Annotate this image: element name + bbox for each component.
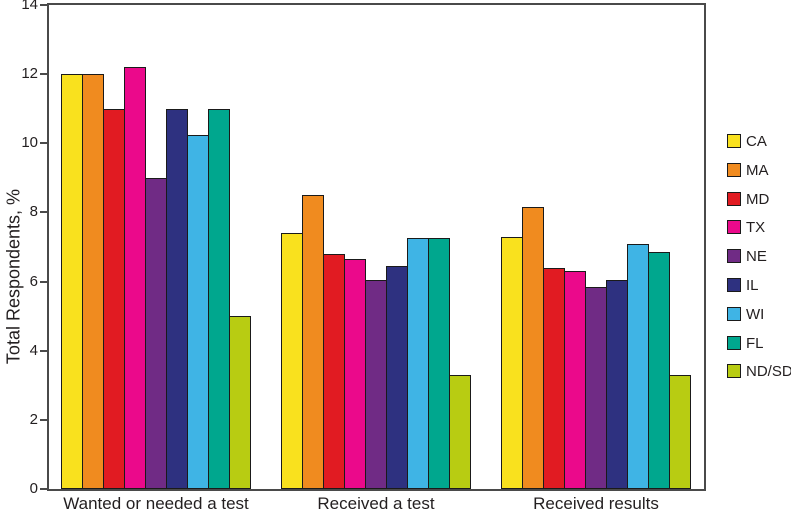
legend-label: MD <box>746 190 770 208</box>
y-tick-label: 14 <box>21 0 38 13</box>
legend-swatch <box>727 278 741 292</box>
legend-label: ND/SD <box>746 362 791 380</box>
y-tick-label: 0 <box>29 480 38 497</box>
legend-item-ma: MA <box>727 161 769 179</box>
x-category-label: Received a test <box>317 494 435 513</box>
legend-label: MA <box>746 161 769 179</box>
bar-ma-0 <box>82 74 104 489</box>
plot-area <box>47 3 706 491</box>
legend-item-tx: TX <box>727 218 766 236</box>
legend-item-wi: WI <box>727 305 765 323</box>
bar-il-1 <box>386 266 408 489</box>
bar-il-2 <box>606 280 628 489</box>
legend-swatch <box>727 249 741 263</box>
bar-tx-0 <box>124 67 146 489</box>
y-tick-mark <box>40 349 47 352</box>
y-tick-label: 10 <box>21 134 38 152</box>
bar-ne-2 <box>585 287 607 489</box>
y-tick-mark <box>40 73 47 76</box>
y-tick-label: 4 <box>29 341 38 359</box>
legend-item-md: MD <box>727 190 770 208</box>
bar-nd-sd-2 <box>669 375 691 489</box>
bar-il-0 <box>166 109 188 489</box>
legend-swatch <box>727 163 741 177</box>
y-tick-mark <box>40 488 47 490</box>
legend-swatch <box>727 307 741 321</box>
y-tick-label: 8 <box>29 203 38 221</box>
y-tick-label: 2 <box>29 410 38 428</box>
legend-swatch <box>727 336 741 350</box>
legend-label: IL <box>746 276 759 294</box>
legend-label: NE <box>746 247 767 265</box>
bar-md-0 <box>103 109 125 489</box>
legend-item-fl: FL <box>727 334 764 352</box>
y-tick-label: 6 <box>29 272 38 290</box>
y-tick-mark <box>40 280 47 283</box>
legend-item-il: IL <box>727 276 759 294</box>
y-tick-mark <box>40 4 47 6</box>
bar-ma-2 <box>522 207 544 489</box>
legend-swatch <box>727 134 741 148</box>
bar-md-2 <box>543 268 565 489</box>
legend-item-nd-sd: ND/SD <box>727 362 791 380</box>
y-tick-mark <box>40 142 47 145</box>
y-tick-mark <box>40 211 47 214</box>
bar-fl-2 <box>648 252 670 489</box>
bar-md-1 <box>323 254 345 489</box>
bar-nd-sd-0 <box>229 316 251 489</box>
bar-ne-1 <box>365 280 387 489</box>
bar-fl-0 <box>208 109 230 489</box>
legend-label: TX <box>746 218 766 236</box>
bar-wi-1 <box>407 238 429 489</box>
bar-tx-1 <box>344 259 366 489</box>
y-tick-label: 12 <box>21 65 38 83</box>
bar-ca-0 <box>61 74 83 489</box>
bar-ne-0 <box>145 178 167 489</box>
legend-swatch <box>727 364 741 378</box>
legend-item-ca: CA <box>727 132 767 150</box>
bar-ca-2 <box>501 237 523 489</box>
bar-wi-0 <box>187 135 209 489</box>
bar-fl-1 <box>428 238 450 489</box>
legend-label: CA <box>746 132 767 150</box>
legend-item-ne: NE <box>727 247 767 265</box>
bar-wi-2 <box>627 244 649 489</box>
x-category-label: Received results <box>533 494 659 513</box>
legend-swatch <box>727 192 741 206</box>
legend-label: WI <box>746 305 765 323</box>
x-category-label: Wanted or needed a test <box>63 494 249 513</box>
bar-nd-sd-1 <box>449 375 471 489</box>
legend-label: FL <box>746 334 764 352</box>
bar-tx-2 <box>564 271 586 489</box>
y-tick-mark <box>40 418 47 421</box>
bar-ma-1 <box>302 195 324 489</box>
bar-ca-1 <box>281 233 303 489</box>
legend-swatch <box>727 220 741 234</box>
